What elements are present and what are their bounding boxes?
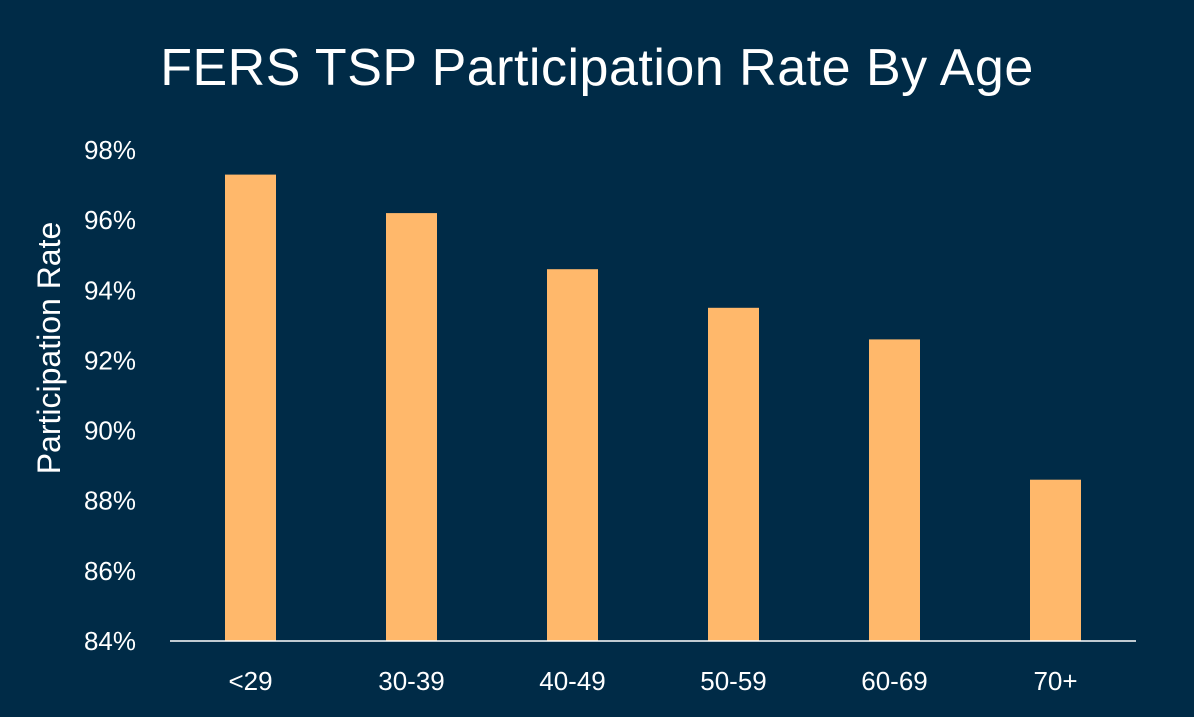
y-tick-label: 84% xyxy=(84,626,136,656)
bar-6 xyxy=(1030,479,1081,641)
x-tick-label: 70+ xyxy=(1033,666,1077,696)
y-tick-label: 94% xyxy=(84,275,136,305)
chart-title: FERS TSP Participation Rate By Age xyxy=(160,39,1034,97)
bar-3 xyxy=(547,269,598,641)
x-tick-label: 40-49 xyxy=(539,666,606,696)
y-axis-title: Participation Rate xyxy=(31,222,67,475)
x-tick-label: 60-69 xyxy=(861,666,928,696)
y-tick-label: 92% xyxy=(84,345,136,375)
bar-2 xyxy=(386,213,437,641)
bar-1 xyxy=(225,174,276,641)
y-tick-label: 90% xyxy=(84,416,136,446)
bar-5 xyxy=(869,339,920,641)
x-tick-label: 50-59 xyxy=(700,666,767,696)
y-tick-label: 88% xyxy=(84,486,136,516)
x-tick-label: 30-39 xyxy=(378,666,445,696)
y-tick-label: 96% xyxy=(84,205,136,235)
x-tick-label: <29 xyxy=(228,666,272,696)
bar-4 xyxy=(708,307,759,641)
y-tick-label: 98% xyxy=(84,135,136,165)
y-tick-label: 86% xyxy=(84,556,136,586)
